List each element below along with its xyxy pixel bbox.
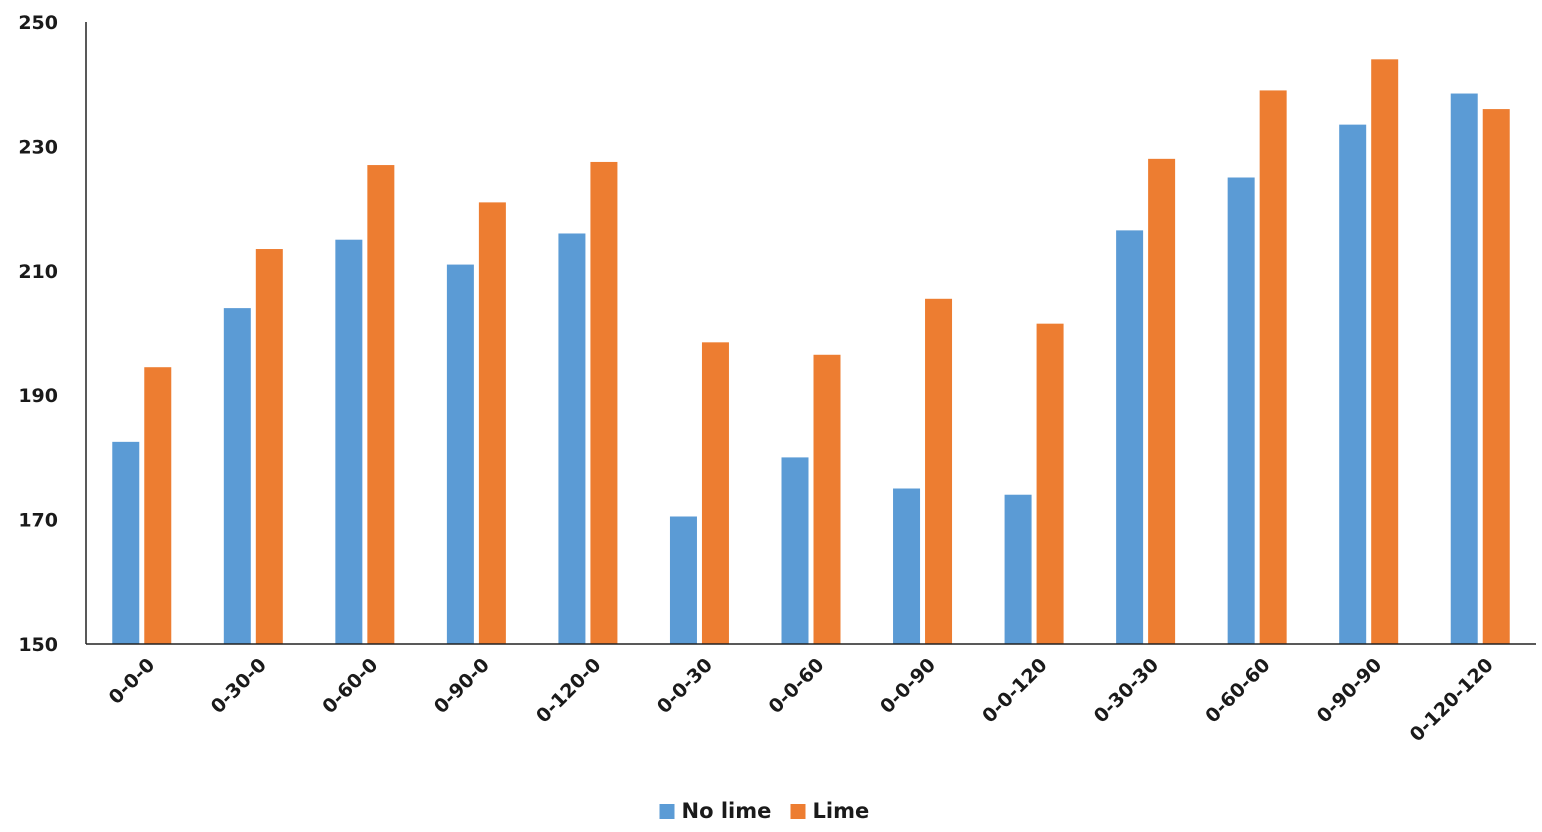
bars [112, 59, 1510, 645]
bar-no-lime-0-30-0 [223, 308, 251, 644]
x-axis-ticks: 0-0-0 0-30-0 0-60-0 0-90-0 0-120-0 0-0-30 0-0-… [105, 654, 1498, 746]
bar-lime-0-60-0 [367, 165, 395, 644]
y-tick-label: 230 [18, 136, 58, 158]
bar-lime-0-30-0 [255, 249, 283, 644]
bar-no-lime-0-0-30 [669, 516, 697, 644]
bar-lime-0-0-60 [813, 354, 841, 644]
x-tick-label: 0-30-0 [207, 654, 271, 718]
x-tick-label: 0-90-0 [430, 654, 494, 718]
legend: No lime Lime [659, 799, 870, 823]
bar-lime-0-0-0 [144, 367, 172, 644]
bar-no-lime-0-0-90 [893, 488, 921, 644]
x-tick-label: 0-0-60 [764, 654, 828, 718]
bar-lime-0-0-120 [1036, 323, 1064, 644]
bar-no-lime-0-30-30 [1116, 230, 1144, 644]
x-tick-label: 0-0-120 [978, 654, 1051, 727]
bar-lime-0-90-90 [1371, 59, 1399, 644]
bar-no-lime-0-0-0 [112, 441, 140, 644]
bar-no-lime-0-90-90 [1339, 124, 1367, 644]
x-tick-label: 0-0-0 [105, 654, 160, 709]
bar-lime-0-90-0 [478, 202, 506, 644]
bar-lime-0-60-60 [1259, 90, 1287, 645]
x-tick-label: 0-120-120 [1406, 654, 1498, 746]
y-tick-label: 150 [18, 634, 58, 656]
bar-no-lime-0-0-120 [1004, 494, 1032, 644]
y-tick-label: 170 [18, 510, 58, 532]
x-tick-label: 0-90-90 [1313, 654, 1386, 727]
bar-no-lime-0-60-0 [335, 239, 363, 644]
x-tick-label: 0-0-30 [653, 654, 717, 718]
y-tick-label: 190 [18, 385, 58, 407]
bar-no-lime-0-60-60 [1227, 177, 1255, 644]
x-tick-label: 0-60-0 [318, 654, 382, 718]
legend-label-lime: Lime [813, 799, 870, 823]
legend-label-no-lime: No lime [682, 799, 772, 823]
y-tick-label: 250 [18, 12, 58, 34]
bar-lime-0-120-0 [590, 161, 618, 644]
x-tick-label: 0-60-60 [1201, 654, 1274, 727]
bar-lime-0-0-90 [925, 298, 953, 644]
bar-no-lime-0-0-60 [781, 457, 809, 644]
bar-lime-0-0-30 [701, 342, 729, 644]
y-axis-ticks: 150 170 190 210 230 250 [18, 12, 58, 656]
legend-swatch-lime [790, 804, 806, 819]
x-tick-label: 0-0-90 [876, 654, 940, 718]
x-tick-label: 0-120-0 [532, 654, 605, 727]
legend-swatch-no-lime [659, 804, 675, 819]
bar-lime-0-120-120 [1482, 109, 1510, 644]
bar-no-lime-0-120-0 [558, 233, 586, 645]
bar-no-lime-0-90-0 [446, 264, 474, 644]
x-tick-label: 0-30-30 [1090, 654, 1163, 727]
bar-lime-0-30-30 [1148, 158, 1176, 644]
y-tick-label: 210 [18, 261, 58, 283]
bar-no-lime-0-120-120 [1450, 93, 1478, 644]
